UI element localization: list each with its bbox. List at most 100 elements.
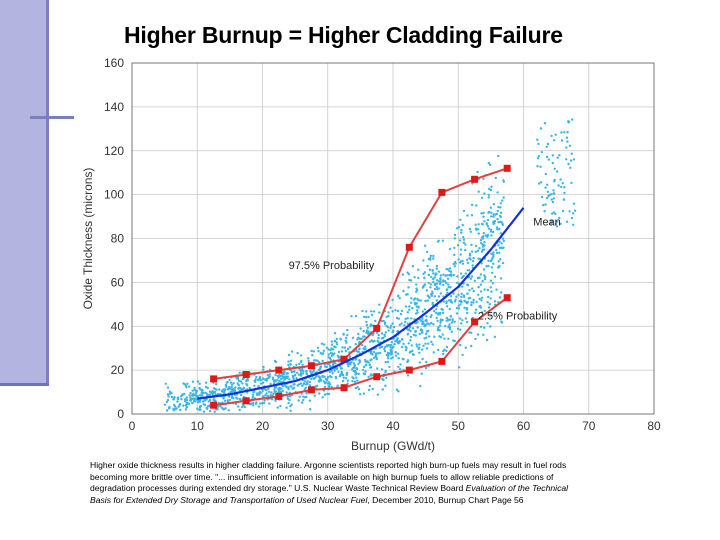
data-point (380, 368, 384, 371)
x-tick-label: 50 (452, 419, 466, 433)
data-point (418, 361, 421, 364)
data-point (463, 306, 466, 309)
data-point (456, 275, 459, 278)
data-point (327, 348, 330, 351)
data-point (433, 276, 436, 279)
data-point (187, 402, 190, 405)
data-point (193, 386, 196, 390)
data-point (188, 385, 191, 388)
data-point (552, 189, 555, 192)
data-point (330, 343, 334, 346)
data-point (489, 325, 492, 328)
data-point (287, 363, 290, 367)
data-point (432, 323, 435, 326)
data-point (552, 197, 556, 200)
data-point (453, 253, 456, 257)
data-point (377, 333, 380, 337)
data-point (264, 394, 267, 397)
y-tick-label: 100 (104, 188, 124, 202)
data-point (377, 336, 380, 340)
data-point (298, 395, 301, 398)
data-point (554, 222, 557, 226)
data-point (237, 384, 240, 387)
data-point (389, 343, 393, 347)
data-point (568, 210, 571, 213)
data-point (350, 368, 354, 371)
data-point (435, 299, 439, 302)
data-point (392, 329, 395, 332)
data-point (548, 194, 551, 197)
data-point (550, 198, 553, 201)
data-point (374, 319, 377, 323)
data-point (224, 383, 228, 387)
data-point (292, 377, 295, 381)
data-point (400, 322, 403, 325)
data-point (441, 333, 444, 336)
series-marker (307, 386, 315, 394)
data-point (284, 376, 287, 379)
data-point (551, 154, 555, 157)
data-point (552, 139, 556, 142)
data-point (470, 203, 474, 207)
data-point (429, 256, 432, 260)
data-point (338, 375, 342, 378)
data-point (333, 339, 337, 343)
data-point (470, 303, 473, 307)
data-point (285, 406, 288, 409)
data-point (448, 326, 452, 329)
data-point (196, 395, 199, 398)
data-point (434, 272, 437, 275)
data-point (495, 226, 499, 229)
data-point (571, 118, 574, 121)
data-point (479, 239, 483, 242)
data-point (457, 304, 460, 307)
data-point (340, 367, 343, 370)
data-point (302, 398, 305, 402)
data-point (362, 372, 365, 375)
data-point (381, 388, 384, 391)
data-point (441, 239, 445, 242)
data-point (565, 220, 569, 223)
data-point (459, 303, 462, 306)
data-point (206, 386, 209, 390)
data-point (495, 248, 498, 252)
data-point (208, 393, 212, 396)
y-tick-label: 20 (111, 363, 125, 377)
data-point (489, 206, 492, 209)
data-point (432, 272, 435, 275)
data-point (288, 398, 291, 402)
data-point (340, 350, 344, 353)
data-point (459, 299, 463, 302)
data-point (498, 227, 501, 231)
data-point (305, 370, 308, 373)
data-point (496, 191, 499, 194)
data-point (329, 358, 332, 361)
data-point (203, 403, 207, 407)
data-point (258, 390, 261, 394)
data-point (335, 337, 338, 341)
data-point (540, 151, 543, 154)
data-point (267, 390, 271, 393)
data-point (375, 357, 378, 361)
data-point (422, 259, 425, 262)
data-point (446, 305, 449, 308)
data-point (499, 232, 503, 235)
data-point (232, 382, 235, 385)
data-point (262, 401, 266, 405)
data-point (453, 300, 457, 303)
data-point (549, 222, 553, 225)
data-point (492, 253, 495, 257)
data-point (297, 399, 300, 402)
data-point (492, 255, 495, 259)
data-point (482, 215, 485, 218)
data-point (470, 243, 473, 246)
data-point (398, 368, 402, 371)
data-point (333, 352, 336, 355)
data-point (326, 382, 330, 385)
data-point (472, 256, 475, 260)
data-point (439, 336, 443, 339)
data-point (356, 379, 359, 382)
data-point (491, 282, 495, 285)
data-point (423, 325, 426, 328)
data-point (485, 222, 488, 225)
